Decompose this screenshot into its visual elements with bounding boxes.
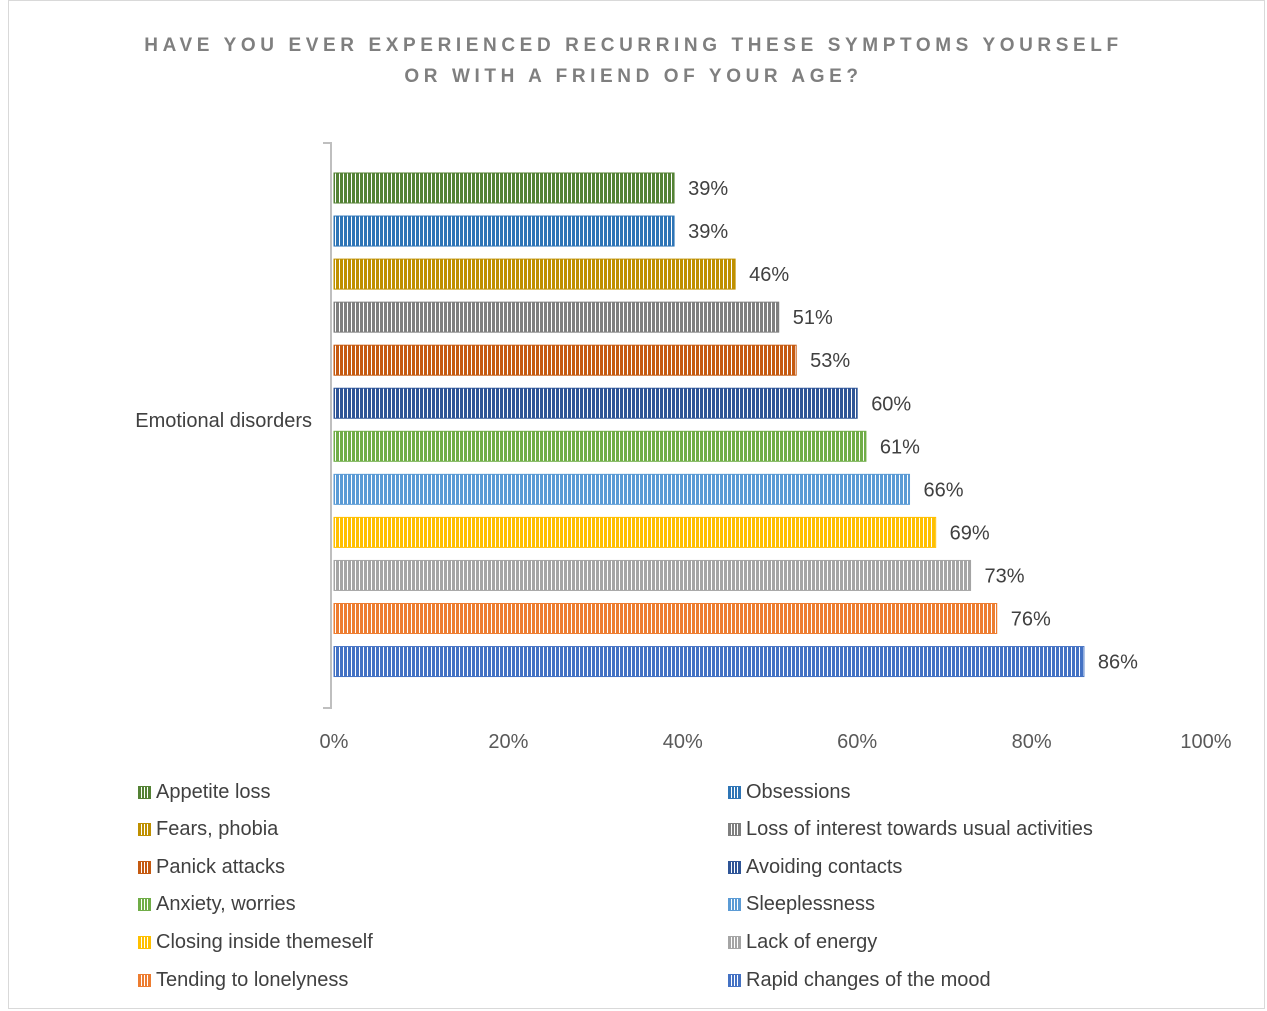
legend-label: Appetite loss	[156, 780, 271, 803]
data-label: 69%	[950, 522, 990, 544]
legend-label: Sleeplessness	[746, 893, 875, 916]
bar-panick-attacks	[333, 344, 797, 376]
data-label: 66%	[924, 479, 964, 501]
legend-label: Anxiety, worries	[156, 893, 296, 916]
bar-obsessions	[333, 215, 675, 247]
data-label: 73%	[985, 565, 1025, 587]
legend-swatch	[138, 823, 151, 837]
legend-swatch	[138, 935, 151, 949]
legend-item: Loss of interest towards usual activitie…	[728, 817, 1093, 843]
bar-lack-of-energy	[333, 559, 972, 591]
legend-item: Rapid changes of the mood	[728, 967, 991, 993]
data-label: 51%	[793, 307, 833, 329]
x-tick-label: 60%	[837, 731, 877, 753]
legend-label: Obsessions	[746, 780, 851, 803]
category-axis-line	[323, 142, 332, 709]
category-label: Emotional disorders	[135, 410, 312, 432]
data-label: 39%	[688, 221, 728, 243]
x-tick-label: 100%	[1180, 731, 1231, 753]
legend-label: Rapid changes of the mood	[746, 968, 991, 991]
chart-title-line-1: HAVE YOU EVER EXPERIENCED RECURRING THES…	[144, 35, 1123, 56]
bar-rapid-changes-of-the-mood	[333, 646, 1085, 678]
legend-label: Closing inside themeself	[156, 930, 373, 953]
legend-item: Fears, phobia	[138, 817, 278, 843]
data-label: 53%	[810, 350, 850, 372]
legend-swatch	[728, 898, 741, 912]
bar-anxiety-worries	[333, 430, 867, 462]
legend-swatch	[138, 898, 151, 912]
data-label: 86%	[1098, 652, 1138, 674]
legend-item: Anxiety, worries	[138, 892, 296, 918]
bar-tending-to-lonelyness	[333, 603, 998, 634]
legend-label: Fears, phobia	[156, 818, 279, 841]
bar-loss-of-interest-towards-usual-activities	[333, 301, 780, 333]
data-label: 60%	[871, 393, 911, 415]
legend-item: Lack of energy	[728, 929, 877, 955]
data-label: 76%	[1011, 609, 1051, 631]
bar-closing-inside-themeself	[333, 516, 937, 548]
legend-item: Panick attacks	[138, 854, 285, 880]
x-tick-label: 80%	[1012, 731, 1052, 753]
data-label: 61%	[880, 436, 920, 458]
legend-swatch	[728, 935, 741, 949]
x-tick-label: 0%	[320, 731, 349, 753]
legend-swatch	[728, 860, 741, 874]
legend-swatch	[138, 973, 151, 987]
legend-label: Panick attacks	[156, 855, 285, 878]
legend-label: Loss of interest towards usual activitie…	[746, 818, 1093, 841]
x-tick-label: 40%	[663, 731, 703, 753]
legend-label: Avoiding contacts	[746, 855, 903, 878]
data-label: 39%	[688, 178, 728, 200]
legend-item: Obsessions	[728, 779, 851, 805]
chart-title: HAVE YOU EVER EXPERIENCED RECURRING THES…	[0, 30, 1267, 92]
legend-item: Avoiding contacts	[728, 854, 902, 880]
x-tick-label: 20%	[488, 731, 528, 753]
bar-fears-phobia	[333, 258, 736, 290]
legend-item: Closing inside themeself	[138, 929, 373, 955]
legend-swatch	[138, 785, 151, 799]
bar-sleeplessness	[333, 473, 911, 505]
legend-swatch	[728, 973, 741, 987]
legend-swatch	[138, 860, 151, 874]
legend-label: Tending to lonelyness	[156, 968, 349, 991]
legend-swatch	[728, 785, 741, 799]
legend-item: Sleeplessness	[728, 892, 875, 918]
chart-title-line-2: OR WITH A FRIEND OF YOUR AGE?	[404, 66, 863, 87]
legend-item: Tending to lonelyness	[138, 967, 348, 993]
data-label: 46%	[749, 264, 789, 286]
legend-swatch	[728, 823, 741, 837]
bar-appetite-loss	[333, 172, 675, 204]
legend-label: Lack of energy	[746, 930, 878, 953]
bar-avoiding-contacts	[333, 387, 858, 419]
legend-item: Appetite loss	[138, 779, 271, 805]
